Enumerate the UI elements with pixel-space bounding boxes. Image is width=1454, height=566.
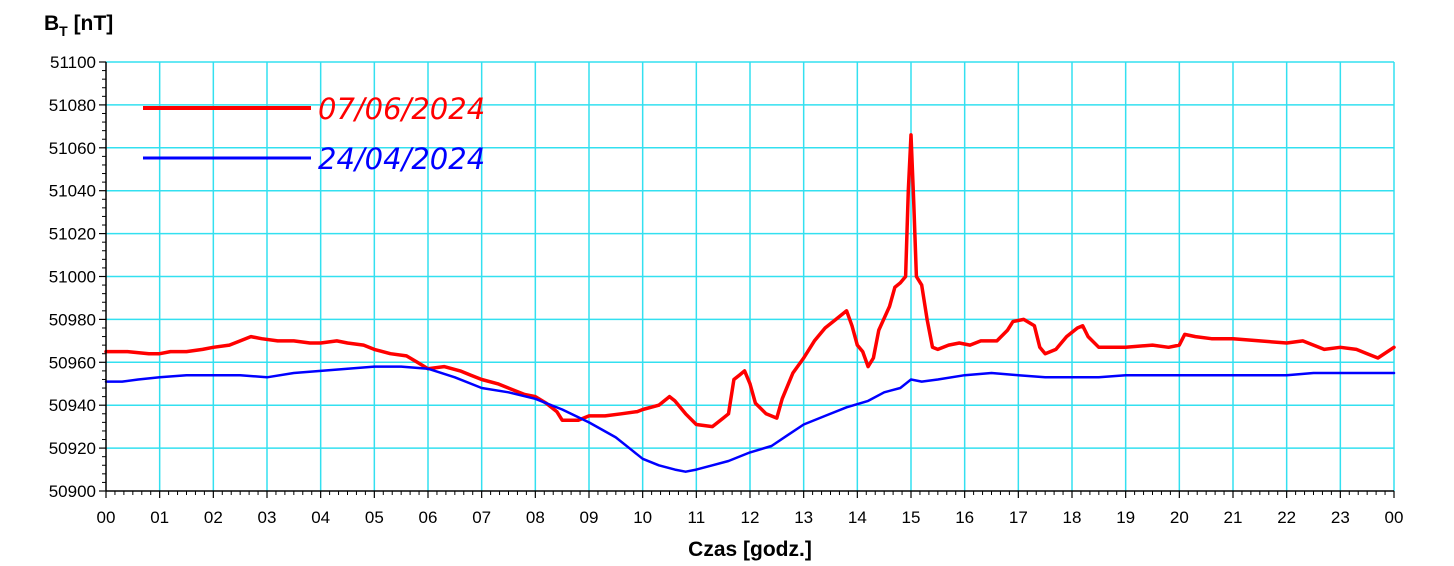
- y-tick-labels: 51100 51080 51060 51040 51020 51000 50980 50960…: [49, 53, 96, 501]
- y-tick-label: 51080: [49, 96, 96, 115]
- x-tick-label: 14: [848, 508, 867, 527]
- y-tick-label: 51060: [49, 139, 96, 158]
- x-tick-label: 01: [150, 508, 169, 527]
- y-tick-label: 51000: [49, 268, 96, 287]
- legend: 07/06/2024 24/04/2024: [143, 92, 485, 176]
- y-axis-title: BT [nT]: [44, 12, 113, 39]
- x-tick-label: 22: [1277, 508, 1296, 527]
- x-tick-label: 00: [97, 508, 116, 527]
- x-tick-label: 21: [1224, 508, 1243, 527]
- x-tick-label: 18: [1063, 508, 1082, 527]
- y-tick-label: 50960: [49, 353, 96, 372]
- legend-label: 24/04/2024: [318, 142, 485, 176]
- x-axis-title: Czas [godz.]: [688, 538, 812, 561]
- x-tick-label: 05: [365, 508, 384, 527]
- y-tick-label: 50940: [49, 396, 96, 415]
- series-lines: [104, 133, 1396, 473]
- x-tick-label: 00: [1385, 508, 1404, 527]
- y-axis-title-main: B: [44, 12, 59, 35]
- x-tick-label: 23: [1331, 508, 1350, 527]
- y-tick-label: 51040: [49, 182, 96, 201]
- minor-ticks: [102, 70, 1386, 495]
- x-tick-label: 19: [1116, 508, 1135, 527]
- x-tick-label: 13: [794, 508, 813, 527]
- x-tick-label: 10: [633, 508, 652, 527]
- series-line-red: [104, 133, 1396, 429]
- grid: [106, 61, 1395, 491]
- legend-label: 07/06/2024: [318, 92, 485, 126]
- y-tick-label: 50980: [49, 310, 96, 329]
- x-tick-labels: 00 01 02 03 04 05 06 07 08 09 10 11 12 13 14 15 16 17 18 19…: [97, 508, 1404, 527]
- x-tick-label: 08: [526, 508, 545, 527]
- x-tick-label: 12: [741, 508, 760, 527]
- axes: [99, 61, 1395, 498]
- x-tick-label: 06: [419, 508, 438, 527]
- x-tick-label: 16: [955, 508, 974, 527]
- x-tick-label: 20: [1170, 508, 1189, 527]
- series-line-blue: [104, 365, 1396, 473]
- x-tick-label: 17: [1009, 508, 1028, 527]
- y-axis-title-sub: T: [59, 23, 68, 39]
- y-tick-label: 50920: [49, 439, 96, 458]
- x-tick-label: 07: [472, 508, 491, 527]
- x-tick-label: 02: [204, 508, 223, 527]
- x-tick-label: 03: [258, 508, 277, 527]
- x-tick-label: 15: [902, 508, 921, 527]
- y-tick-label: 50900: [49, 482, 96, 501]
- x-tick-label: 11: [688, 508, 706, 527]
- y-tick-label: 51100: [50, 53, 96, 72]
- x-tick-label: 09: [580, 508, 599, 527]
- x-tick-label: 04: [311, 508, 330, 527]
- y-axis-title-unit: [nT]: [68, 12, 113, 35]
- y-tick-label: 51020: [49, 225, 96, 244]
